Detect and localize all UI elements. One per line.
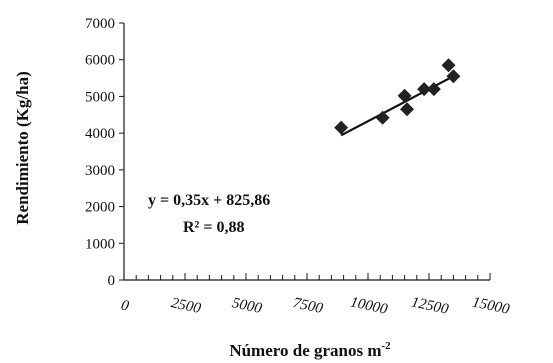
equation-annotation: y = 0,35x + 825,86 xyxy=(148,192,270,209)
x-tick-label: 12500 xyxy=(410,294,450,318)
x-tick-label: 7500 xyxy=(291,295,324,317)
y-axis-ticks: 0 1000 2000 3000 4000 5000 6000 7000 xyxy=(85,16,124,289)
y-axis-title: Rendimiento (Kg/ha) xyxy=(13,71,32,224)
x-axis-ticks: 0 2500 5000 7500 10000 12500 15000 xyxy=(120,273,511,318)
data-point xyxy=(400,102,415,117)
data-point xyxy=(397,88,412,103)
y-tick-label: 2000 xyxy=(85,200,115,216)
data-point xyxy=(417,82,432,97)
y-tick-label: 0 xyxy=(108,273,116,289)
x-tick-label: 2500 xyxy=(169,295,202,317)
r-squared-annotation: R² = 0,88 xyxy=(183,219,244,236)
data-point xyxy=(334,120,349,135)
x-tick-label: 10000 xyxy=(349,294,389,318)
x-tick-label: 0 xyxy=(120,297,131,314)
y-tick-label: 1000 xyxy=(85,236,115,252)
x-axis-title-superscript: -2 xyxy=(382,340,392,352)
data-point xyxy=(426,82,441,97)
data-point xyxy=(446,69,461,84)
y-tick-label: 4000 xyxy=(85,126,115,142)
x-axis-title-main: Número de granos m xyxy=(229,341,381,360)
y-tick-label: 7000 xyxy=(85,16,115,32)
data-points xyxy=(334,58,461,135)
data-point xyxy=(441,58,456,73)
y-tick-label: 5000 xyxy=(85,89,115,105)
data-point xyxy=(375,110,390,125)
x-tick-label: 15000 xyxy=(471,294,511,318)
x-axis-title: Número de granos m-2 xyxy=(229,340,391,360)
x-tick-label: 5000 xyxy=(230,295,263,317)
y-tick-label: 6000 xyxy=(85,53,115,69)
y-tick-label: 3000 xyxy=(85,163,115,179)
